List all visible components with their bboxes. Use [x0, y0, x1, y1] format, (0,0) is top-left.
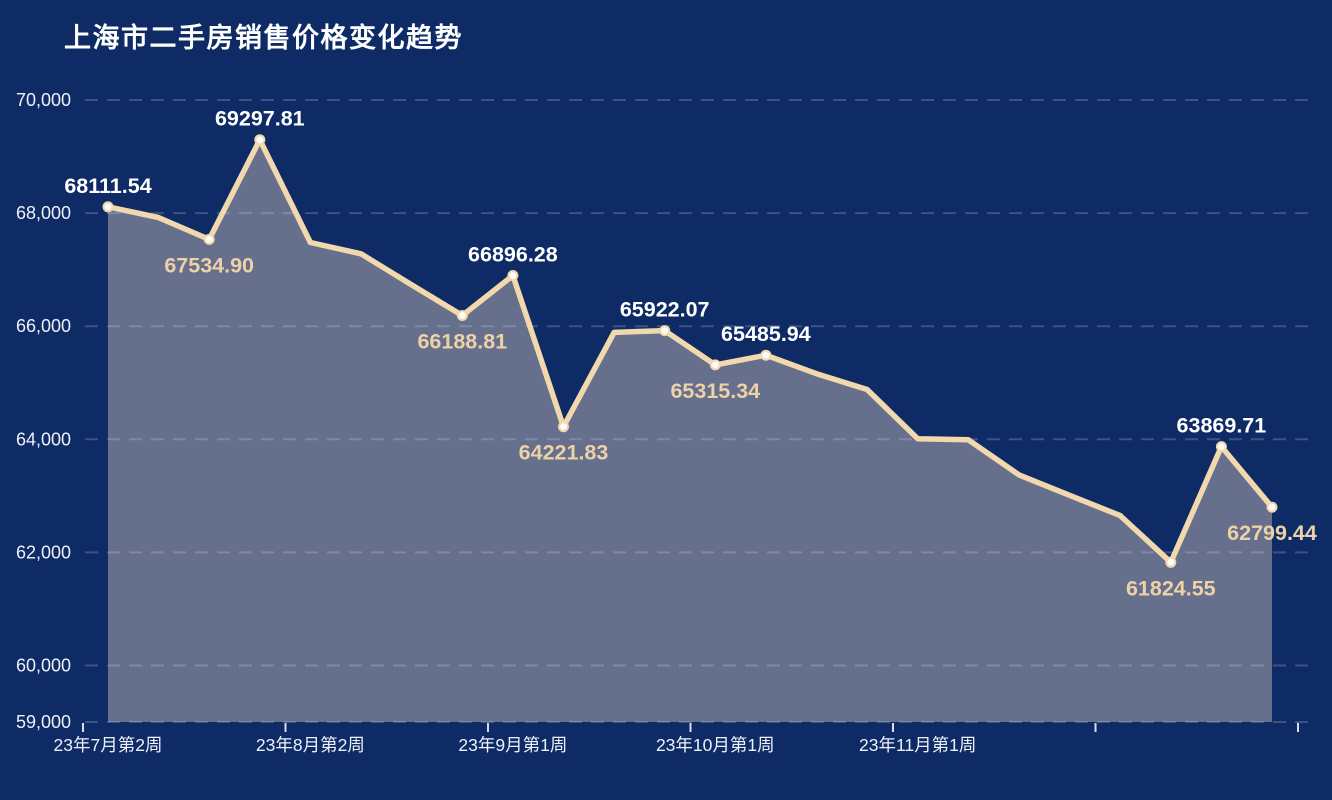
data-point	[1215, 441, 1227, 453]
data-point-label: 65485.94	[721, 322, 811, 346]
data-point-label: 69297.81	[215, 107, 305, 131]
data-point-label: 66188.81	[417, 330, 507, 354]
data-point-label: 67534.90	[164, 253, 254, 277]
data-point	[507, 270, 519, 281]
data-point-label: 62799.44	[1227, 521, 1317, 545]
chart-title: 上海市二手房销售价格变化趋势	[64, 23, 463, 53]
x-axis-label: 23年10月第1周	[656, 735, 775, 755]
data-point-label: 64221.83	[519, 441, 609, 465]
data-point-label: 61824.55	[1126, 576, 1216, 600]
data-point	[1165, 556, 1177, 568]
data-point-label: 63869.71	[1177, 414, 1267, 438]
data-point	[456, 310, 468, 321]
x-axis-label: 23年8月第2周	[256, 735, 365, 755]
data-point-label: 68111.54	[64, 174, 151, 198]
x-axis-label: 23年7月第2周	[54, 735, 163, 755]
y-axis-label: 68,000	[16, 203, 71, 223]
x-axis-label: 23年11月第1周	[859, 735, 976, 755]
data-point	[659, 325, 671, 337]
data-point-label: 65315.34	[670, 379, 760, 403]
y-axis-label: 70,000	[16, 90, 71, 110]
area-fill	[108, 139, 1272, 722]
x-axis-label: 23年9月第1周	[458, 735, 567, 755]
data-point-label: 66896.28	[468, 243, 558, 267]
data-point	[1266, 501, 1278, 513]
y-axis-label: 66,000	[16, 316, 71, 336]
data-point	[203, 233, 215, 245]
data-point-label: 65922.07	[620, 298, 710, 322]
data-point	[102, 201, 114, 213]
price-line	[105, 136, 1275, 566]
y-axis-label: 62,000	[16, 542, 71, 562]
data-point	[709, 359, 721, 371]
data-point	[760, 349, 772, 361]
y-axis-label: 59,000	[16, 712, 71, 732]
data-point	[558, 421, 569, 433]
y-axis-label: 60,000	[16, 656, 71, 676]
y-axis-label: 64,000	[16, 429, 71, 449]
data-point	[254, 134, 266, 146]
